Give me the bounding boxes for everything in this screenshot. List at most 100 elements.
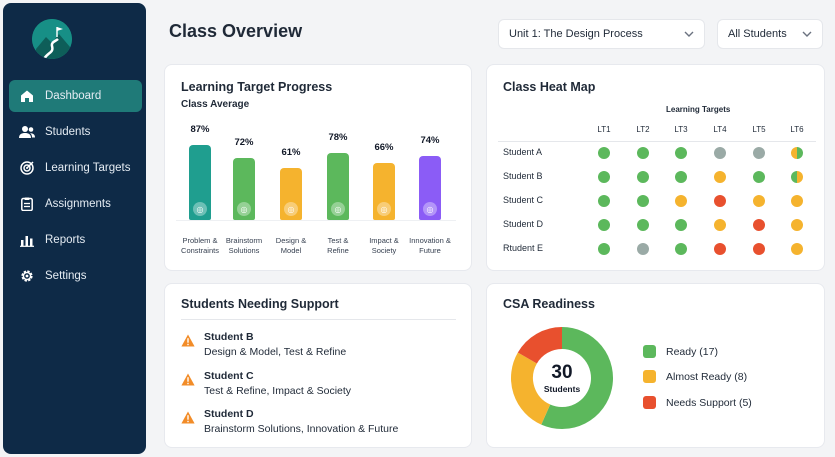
- heatmap-cell[interactable]: [714, 219, 726, 231]
- badge-icon: ◎: [423, 202, 437, 216]
- heatmap-cell[interactable]: [675, 195, 687, 207]
- csa-donut-segment-2[interactable]: [511, 352, 551, 425]
- heatmap-cell[interactable]: [753, 219, 765, 231]
- heatmap-row-label: Rtudent E: [503, 243, 544, 253]
- heatmap-cell[interactable]: [791, 243, 803, 255]
- support-student-name: Student B: [204, 331, 254, 343]
- progress-bar-label: Constraints: [181, 246, 219, 255]
- heatmap-cell[interactable]: [753, 147, 765, 159]
- legend-swatch: [643, 370, 656, 383]
- heatmap-title: Class Heat Map: [503, 80, 596, 94]
- heatmap-cell[interactable]: [637, 147, 649, 159]
- csa-total-label: Students: [543, 384, 581, 394]
- unit-select[interactable]: Unit 1: The Design Process: [498, 19, 705, 49]
- heatmap-cell[interactable]: [675, 171, 687, 183]
- progress-bar-fill: ◎: [373, 163, 395, 220]
- heatmap-cell[interactable]: [637, 219, 649, 231]
- heatmap-cell[interactable]: [598, 195, 610, 207]
- support-title: Students Needing Support: [181, 297, 339, 311]
- sidebar-item-label: Students: [45, 126, 91, 138]
- heatmap-cell[interactable]: [714, 243, 726, 255]
- sidebar-item-reports[interactable]: Reports: [9, 224, 142, 256]
- sidebar-item-settings[interactable]: Settings: [9, 260, 142, 292]
- heatmap-cell[interactable]: [753, 195, 765, 207]
- heatmap-cell[interactable]: [598, 219, 610, 231]
- support-card: [164, 283, 472, 448]
- progress-bar-label: Solutions: [228, 246, 260, 255]
- badge-icon: ◎: [237, 202, 251, 216]
- heatmap-cell[interactable]: [675, 243, 687, 255]
- students-select-value: All Students: [728, 28, 787, 40]
- heatmap-cell[interactable]: [598, 243, 610, 255]
- heatmap-divider: [498, 141, 816, 142]
- heatmap-cell[interactable]: [791, 147, 803, 159]
- heatmap-cell[interactable]: [598, 147, 610, 159]
- heatmap-cell[interactable]: [598, 171, 610, 183]
- heatmap-cell[interactable]: [637, 195, 649, 207]
- warning-icon: [181, 411, 195, 424]
- bar-chart-icon: [19, 232, 35, 248]
- sidebar: Dashboard Students Learning Targets Assi…: [3, 3, 146, 454]
- heatmap-cell[interactable]: [675, 219, 687, 231]
- csa-donut-segment-3[interactable]: [517, 327, 563, 365]
- sidebar-item-learning-targets[interactable]: Learning Targets: [9, 152, 142, 184]
- gear-icon: [19, 268, 35, 284]
- support-student-name: Student C: [204, 370, 254, 382]
- badge-icon: ◎: [377, 202, 391, 216]
- heatmap-cell[interactable]: [791, 171, 803, 183]
- sidebar-nav: Dashboard Students Learning Targets Assi…: [9, 80, 142, 296]
- heatmap-cell[interactable]: [791, 195, 803, 207]
- progress-bar-value: 72%: [234, 137, 254, 148]
- progress-bar-label: Problem &: [182, 236, 218, 245]
- sidebar-item-students[interactable]: Students: [9, 116, 142, 148]
- heatmap-cell[interactable]: [714, 195, 726, 207]
- support-student-detail: Test & Refine, Impact & Society: [204, 385, 352, 397]
- heatmap-cell[interactable]: [791, 219, 803, 231]
- support-student-name: Student D: [204, 408, 254, 420]
- progress-bar-value: 74%: [420, 135, 440, 146]
- sidebar-item-label: Learning Targets: [45, 162, 131, 174]
- progress-bar-label: Brainstorm: [225, 236, 263, 245]
- csa-total: 30: [551, 362, 573, 383]
- progress-bar-label: Innovation &: [409, 236, 451, 245]
- heatmap-row-label: Student C: [503, 195, 544, 205]
- progress-bar-fill: ◎: [327, 153, 349, 220]
- progress-bar-fill: ◎: [233, 158, 255, 220]
- heatmap-cell[interactable]: [637, 243, 649, 255]
- heatmap-row-label: Student A: [503, 147, 543, 157]
- sidebar-item-assignments[interactable]: Assignments: [9, 188, 142, 220]
- progress-bar-value: 87%: [190, 124, 210, 135]
- heatmap-cell[interactable]: [714, 147, 726, 159]
- csa-legend-item: Ready (17): [643, 345, 718, 358]
- heatmap-column-header: LT1: [597, 125, 611, 134]
- heatmap-cell[interactable]: [637, 171, 649, 183]
- chevron-down-icon: [684, 28, 694, 40]
- progress-bar-value: 78%: [328, 132, 348, 143]
- badge-icon: ◎: [193, 202, 207, 216]
- legend-swatch: [643, 345, 656, 358]
- heatmap-column-header: LT5: [752, 125, 766, 134]
- progress-bar-fill: ◎: [419, 156, 441, 220]
- csa-donut-segment-1[interactable]: [541, 327, 613, 429]
- sidebar-item-dashboard[interactable]: Dashboard: [9, 80, 142, 112]
- heatmap-cell[interactable]: [753, 243, 765, 255]
- csa-legend-item: Almost Ready (8): [643, 370, 747, 383]
- progress-bar-fill: ◎: [280, 168, 302, 220]
- heatmap-cell[interactable]: [675, 147, 687, 159]
- badge-icon: ◎: [331, 202, 345, 216]
- support-divider: [181, 319, 456, 320]
- progress-bar-label: Impact &: [369, 236, 399, 245]
- support-student-detail: Design & Model, Test & Refine: [204, 346, 347, 358]
- legend-label: Ready (17): [666, 345, 718, 358]
- badge-icon: ◎: [284, 202, 298, 216]
- progress-bar-value: 61%: [281, 147, 301, 158]
- progress-title: Learning Target Progress: [181, 80, 333, 94]
- students-select[interactable]: All Students: [717, 19, 823, 49]
- csa-title: CSA Readiness: [503, 297, 595, 311]
- heatmap-row-label: Student B: [503, 171, 543, 181]
- heatmap-cell[interactable]: [714, 171, 726, 183]
- progress-bar-label: Society: [371, 246, 397, 255]
- warning-icon: [181, 334, 195, 347]
- sidebar-item-label: Settings: [45, 270, 87, 282]
- heatmap-cell[interactable]: [753, 171, 765, 183]
